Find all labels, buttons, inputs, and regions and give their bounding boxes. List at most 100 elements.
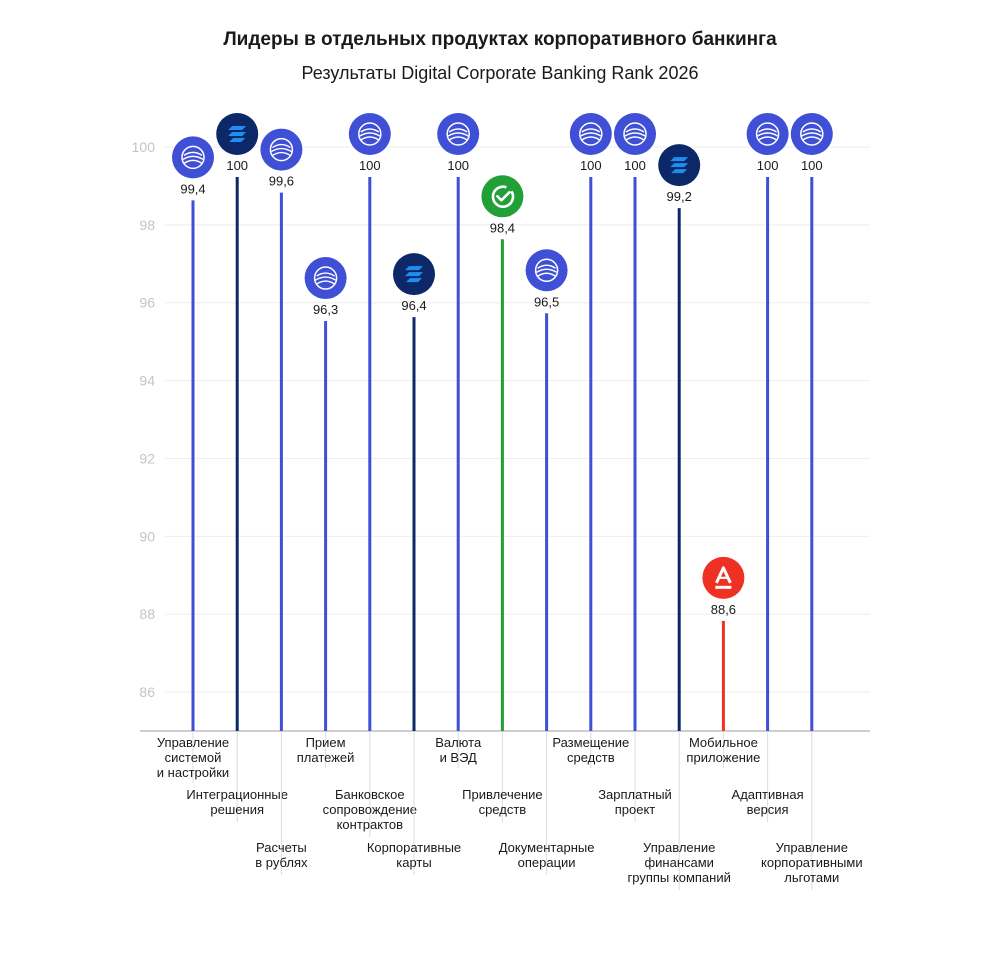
- value-label: 99,2: [667, 189, 692, 204]
- category-label-line: приложение: [686, 750, 760, 765]
- category-label-line: в рублях: [255, 855, 308, 870]
- globe-lines: [182, 151, 204, 164]
- category-label-line: карты: [396, 855, 431, 870]
- globe-outline: [358, 122, 382, 146]
- icon-circle: [746, 113, 789, 155]
- gazprom-icon: [304, 257, 347, 300]
- gazprom-icon: [569, 113, 612, 155]
- globe-outline: [800, 122, 824, 146]
- globe-outline: [579, 122, 603, 146]
- category-label-line: Валюта: [435, 735, 482, 750]
- value-label: 100: [801, 158, 823, 173]
- category-label-line: средств: [567, 750, 615, 765]
- value-label: 100: [757, 158, 779, 173]
- category-label-line: льготами: [784, 870, 839, 885]
- category-label-line: решения: [210, 802, 264, 817]
- icon-circle: [614, 113, 656, 155]
- value-label: 96,4: [401, 298, 426, 313]
- category-label-line: финансами: [644, 855, 713, 870]
- value-label: 88,6: [711, 602, 736, 617]
- gazprom-icon: [746, 113, 789, 155]
- icon-circle: [437, 113, 480, 155]
- icon-circle: [348, 113, 391, 155]
- category-label-line: операции: [518, 855, 576, 870]
- icon-circle: [481, 175, 524, 218]
- globe-lines: [624, 128, 646, 141]
- value-label: 99,6: [269, 174, 294, 189]
- stripe: [228, 132, 247, 136]
- y-tick-label: 88: [139, 606, 155, 622]
- ring: [491, 185, 515, 208]
- globe-outline: [313, 266, 338, 290]
- chart-subtitle: Результаты Digital Corporate Banking Ran…: [301, 63, 699, 83]
- globe-outline: [269, 137, 294, 162]
- vtb-icon: [658, 144, 701, 187]
- globe-lines: [536, 264, 557, 277]
- value-label: 100: [447, 158, 469, 173]
- value-label: 96,5: [534, 294, 559, 309]
- gazprom-icon: [614, 113, 656, 155]
- y-tick-label: 86: [139, 684, 155, 700]
- category-label-line: Расчеты: [256, 840, 307, 855]
- category-label-line: Банковское: [335, 787, 405, 802]
- globe-lines: [359, 128, 381, 141]
- icon-circle: [790, 113, 833, 155]
- stripe: [228, 126, 247, 130]
- category-label-line: и настройки: [157, 765, 229, 780]
- globe-lines: [757, 128, 778, 141]
- gazprom-icon: [790, 113, 833, 155]
- category-label-line: Корпоративные: [367, 840, 461, 855]
- category-label-line: Интеграционные: [186, 787, 288, 802]
- value-label: 98,4: [490, 220, 515, 235]
- category-label-line: Управление: [643, 840, 715, 855]
- icon-circle: [569, 113, 612, 155]
- category-label-line: Мобильное: [689, 735, 758, 750]
- y-tick-label: 100: [132, 139, 156, 155]
- category-label-line: корпоративными: [761, 855, 863, 870]
- chart-title: Лидеры в отдельных продуктах корпоративн…: [223, 29, 777, 50]
- category-label-line: проект: [615, 802, 656, 817]
- category-label-line: Привлечение: [462, 787, 543, 802]
- stripe: [229, 138, 246, 142]
- gazprom-icon: [260, 128, 303, 171]
- stripe: [670, 157, 689, 162]
- alfa-icon: [702, 556, 745, 599]
- category-label-line: Управление: [776, 840, 848, 855]
- globe-outline: [446, 122, 470, 146]
- y-tick-label: 90: [139, 528, 155, 544]
- check: [496, 190, 511, 202]
- icon-circle: [304, 257, 347, 300]
- category-label-line: Управление: [157, 735, 229, 750]
- category-label-line: версия: [747, 802, 789, 817]
- category-label-line: Зарплатный: [598, 787, 672, 802]
- gazprom-icon: [437, 113, 480, 155]
- category-label-line: Прием: [306, 735, 346, 750]
- category-label-line: Документарные: [499, 840, 595, 855]
- category-label-line: средств: [479, 802, 527, 817]
- category-label-line: Размещение: [552, 735, 629, 750]
- gazprom-icon: [172, 136, 214, 179]
- globe-outline: [534, 258, 559, 283]
- globe-lines: [801, 128, 823, 141]
- globe-lines: [315, 272, 336, 285]
- letter-a: [715, 566, 732, 584]
- category-label-line: и ВЭД: [440, 750, 477, 765]
- y-tick-label: 92: [139, 450, 155, 466]
- vtb-icon: [216, 113, 259, 155]
- globe-lines: [271, 143, 292, 157]
- y-tick-label: 96: [139, 295, 155, 311]
- value-label: 100: [580, 158, 602, 173]
- y-tick-label: 94: [139, 373, 155, 389]
